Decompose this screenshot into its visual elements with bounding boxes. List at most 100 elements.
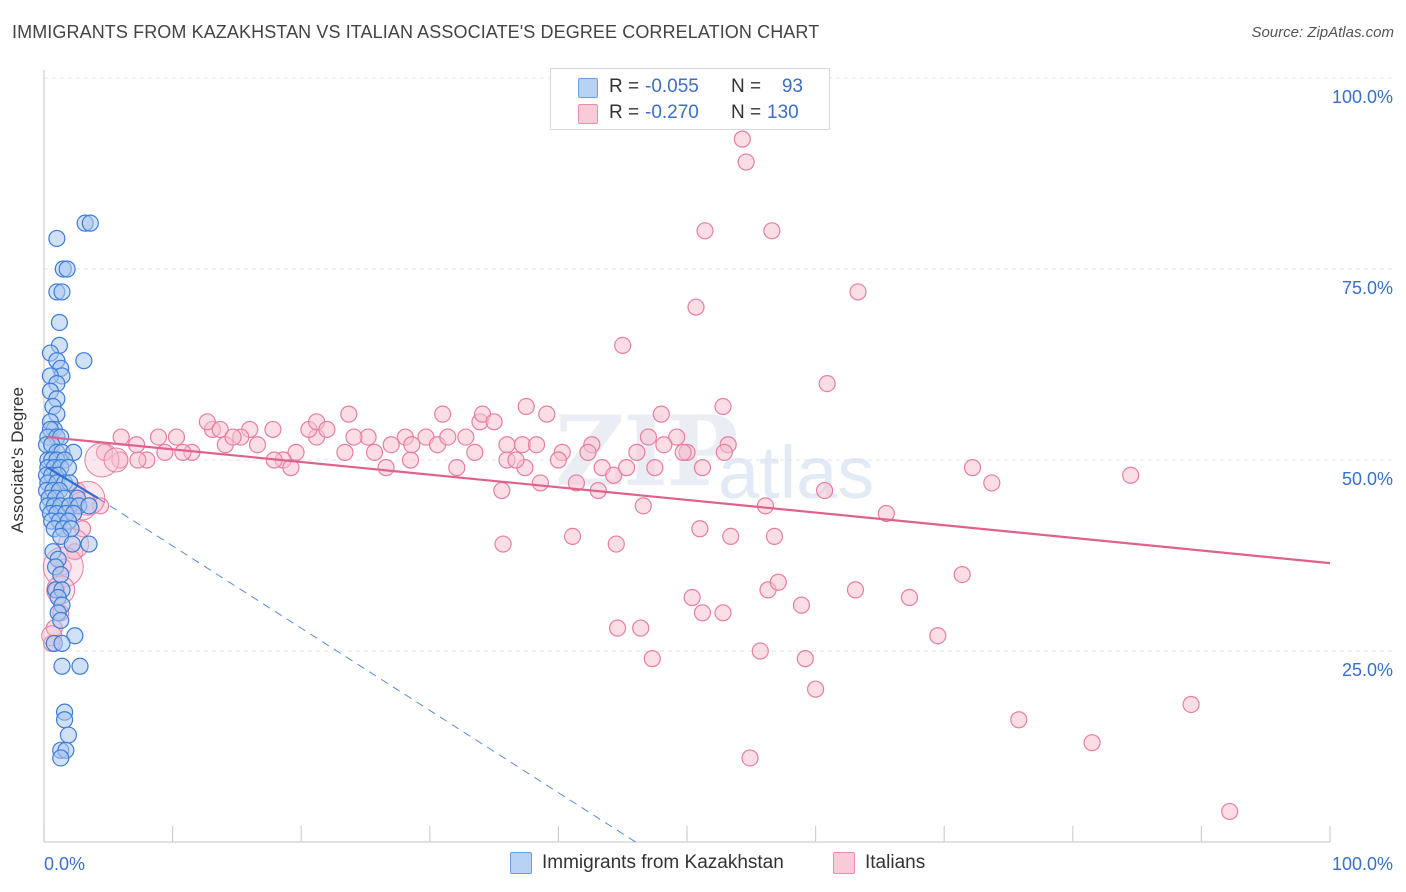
point-kazakhstan — [75, 352, 93, 370]
legend-swatch-pink — [578, 104, 598, 124]
point-italians — [129, 451, 147, 469]
point-italians — [466, 443, 484, 461]
y-tick-label: 75.0% — [1342, 278, 1393, 298]
trend-line-kazakhstan-extrapolated — [97, 497, 636, 843]
x-tick-label: 100.0% — [1332, 854, 1393, 874]
point-italians — [796, 650, 814, 668]
legend-row-italians: R = -0.270 N = 130 — [551, 100, 829, 126]
trend-line-kazakhstan — [47, 466, 99, 500]
point-italians — [517, 397, 535, 416]
watermark-atlas: atlas — [718, 431, 875, 514]
point-italians — [634, 497, 652, 515]
point-italians — [668, 428, 686, 446]
point-italians — [737, 153, 755, 171]
point-italians — [340, 405, 358, 423]
point-italians — [211, 420, 229, 439]
point-italians — [614, 336, 632, 354]
legend-item-italians[interactable]: Italians — [833, 852, 925, 874]
point-italians — [507, 451, 525, 469]
point-italians — [103, 447, 129, 473]
point-italians — [485, 413, 503, 431]
point-italians — [617, 459, 636, 477]
point-italians — [696, 222, 714, 240]
point-italians — [1083, 734, 1101, 752]
point-italians — [579, 443, 597, 461]
legend-n-value: 130 — [767, 102, 799, 123]
point-italians — [1010, 711, 1028, 729]
point-italians — [1182, 695, 1200, 714]
point-italians — [792, 596, 811, 614]
point-italians — [722, 527, 740, 546]
legend-label-italians: Italians — [865, 852, 926, 874]
point-italians — [818, 375, 836, 393]
legend-n-label: N = — [731, 102, 762, 123]
point-kazakhstan — [81, 214, 99, 232]
point-italians — [264, 420, 282, 439]
point-italians — [763, 222, 781, 240]
stats-legend: R = -0.055 N = 93 R = -0.270 N = 130 — [550, 68, 830, 130]
point-italians — [531, 474, 549, 492]
legend-n-value: 93 — [781, 76, 803, 97]
y-tick-label: 100.0% — [1332, 87, 1393, 107]
point-italians — [377, 459, 395, 477]
chart-title: IMMIGRANTS FROM KAZAKHSTAN VS ITALIAN AS… — [12, 22, 820, 42]
point-italians — [655, 436, 673, 454]
legend-r-label: R = — [609, 76, 640, 97]
point-italians — [693, 604, 712, 622]
point-italians — [877, 504, 895, 523]
point-kazakhstan — [66, 627, 84, 645]
point-italians — [382, 436, 400, 454]
point-kazakhstan — [59, 726, 78, 744]
legend-n-label: N = — [731, 76, 762, 97]
kazakhstan-points — [37, 214, 99, 767]
point-italians — [563, 527, 582, 546]
trend-lines — [47, 435, 1331, 843]
point-italians — [434, 405, 452, 423]
point-italians — [900, 588, 919, 607]
point-italians — [1221, 802, 1239, 821]
point-kazakhstan — [80, 535, 98, 553]
point-italians — [953, 565, 971, 584]
point-italians — [733, 130, 751, 148]
point-italians — [549, 451, 568, 469]
point-kazakhstan — [52, 565, 70, 584]
point-kazakhstan — [63, 535, 81, 553]
point-kazakhstan — [50, 313, 69, 332]
point-italians — [494, 535, 512, 553]
point-italians — [674, 443, 692, 461]
point-italians — [751, 642, 769, 660]
point-kazakhstan — [53, 634, 71, 652]
point-italians — [345, 428, 363, 446]
point-italians — [846, 581, 865, 599]
point-kazakhstan — [52, 749, 70, 767]
point-italians — [1122, 466, 1140, 484]
point-italians — [806, 680, 825, 698]
gridlines — [44, 77, 1392, 652]
point-italians — [448, 459, 466, 477]
point-italians — [538, 405, 556, 423]
point-italians — [741, 749, 759, 767]
point-italians — [287, 443, 305, 461]
legend-row-kazakhstan: R = -0.055 N = 93 — [551, 74, 829, 100]
point-kazakhstan — [55, 711, 74, 729]
tick-labels: 25.0% 50.0% 75.0% 100.0% 0.0% 100.0% — [44, 87, 1393, 874]
point-italians — [769, 573, 787, 591]
legend-item-kazakhstan[interactable]: Immigrants from Kazakhstan — [510, 852, 784, 874]
point-kazakhstan — [80, 497, 98, 515]
point-kazakhstan — [53, 657, 71, 675]
point-kazakhstan — [58, 260, 76, 278]
point-kazakhstan — [52, 611, 70, 630]
point-italians — [248, 436, 267, 454]
trend-line-italians — [47, 435, 1331, 565]
point-italians — [493, 481, 511, 500]
point-italians — [646, 459, 664, 477]
point-italians — [527, 436, 546, 454]
point-italians — [567, 474, 586, 492]
point-italians — [149, 428, 168, 446]
source-label: Source: ZipAtlas.com — [1251, 24, 1394, 41]
point-kazakhstan — [71, 657, 89, 675]
point-italians — [765, 527, 784, 546]
point-italians — [174, 443, 192, 461]
y-tick-label: 50.0% — [1342, 469, 1393, 489]
